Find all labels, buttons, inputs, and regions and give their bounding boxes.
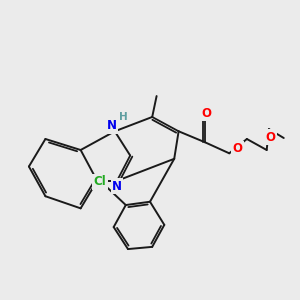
Text: N: N <box>112 180 122 193</box>
Text: O: O <box>266 131 275 144</box>
Text: N: N <box>107 119 117 132</box>
Text: O: O <box>202 107 212 120</box>
Text: Cl: Cl <box>94 176 106 188</box>
Text: H: H <box>119 112 128 122</box>
Text: O: O <box>232 142 243 155</box>
